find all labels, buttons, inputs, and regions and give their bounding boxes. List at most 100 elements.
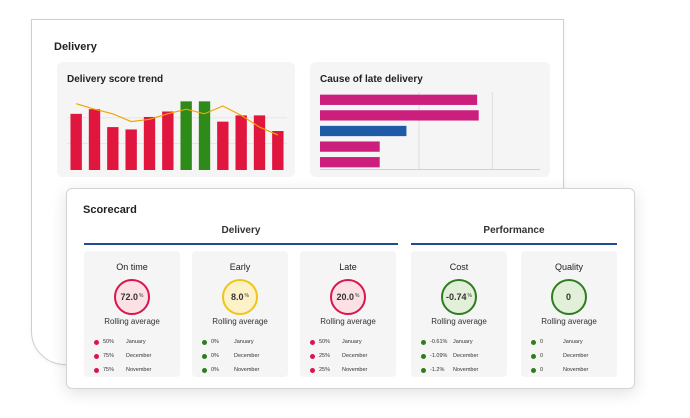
history-row: 0 December: [531, 349, 615, 363]
metric-card-cost[interactable]: Cost -0.74 % Rolling average -0.61% Janu…: [411, 251, 507, 377]
history-value: 75%: [103, 353, 115, 359]
trend-bar[interactable]: [217, 121, 229, 170]
rolling-average-label: Rolling average: [431, 317, 487, 326]
status-dot-icon: [421, 367, 426, 373]
trend-bar[interactable]: [125, 129, 137, 170]
trend-bar[interactable]: [272, 131, 284, 170]
history-value: -1.09%: [430, 353, 448, 359]
history-month: December: [563, 353, 589, 359]
status-dot-icon: [202, 367, 207, 373]
history-row: 0% December: [202, 349, 286, 363]
status-dot-icon: [531, 353, 536, 359]
history-month: December: [126, 353, 152, 359]
trend-bar[interactable]: [107, 127, 119, 170]
metric-history: 50% January 75% December 75% November: [94, 335, 178, 377]
status-dot-icon: [421, 353, 426, 359]
status-dot-icon: [310, 353, 315, 359]
group-label-delivery: Delivery: [221, 225, 261, 236]
history-month: January: [126, 339, 146, 345]
history-row: 0% January: [202, 335, 286, 349]
history-month: January: [342, 339, 362, 345]
history-value: 0: [540, 367, 544, 373]
delivery-score-trend-title: Delivery score trend: [67, 74, 164, 85]
trend-bar[interactable]: [143, 116, 156, 170]
history-row: 75% November: [94, 363, 178, 377]
trend-bar[interactable]: [253, 115, 266, 170]
history-value: 0%: [211, 353, 219, 359]
cause-bar[interactable]: [320, 141, 380, 152]
history-row: 25% December: [310, 349, 394, 363]
rolling-average-label: Rolling average: [320, 317, 376, 326]
delivery-score-trend-chart: [67, 101, 287, 171]
metric-history: 50% January 25% December 25% November: [310, 335, 394, 377]
rolling-average-label: Rolling average: [541, 317, 597, 326]
history-value: 25%: [319, 367, 331, 373]
metric-value-badge: 72.0 %: [114, 279, 150, 315]
history-value: 50%: [103, 339, 115, 345]
cause-of-late-delivery-title: Cause of late delivery: [320, 74, 423, 85]
metric-card-early[interactable]: Early 8.0 % Rolling average 0% January: [192, 251, 288, 377]
status-dot-icon: [531, 367, 536, 373]
metric-label: On time: [116, 262, 148, 272]
scorecard-title: Scorecard: [83, 204, 137, 216]
cause-bar[interactable]: [320, 157, 380, 168]
history-value: 0: [540, 353, 544, 359]
delivery-score-trend-card[interactable]: Delivery score trend: [57, 62, 295, 177]
group-divider-performance: [411, 243, 617, 245]
metric-card-on-time[interactable]: On time 72.0 % Rolling average 50% Janua…: [84, 251, 180, 377]
metric-unit: %: [244, 292, 249, 299]
history-value: 0%: [211, 339, 219, 345]
status-dot-icon: [94, 367, 99, 373]
history-month: November: [234, 367, 260, 373]
history-row: -1.09% December: [421, 349, 505, 363]
metric-unit: %: [139, 292, 144, 299]
history-month: December: [453, 353, 479, 359]
trend-bar[interactable]: [198, 101, 211, 170]
history-row: 0% November: [202, 363, 286, 377]
trend-bar[interactable]: [180, 101, 192, 170]
metric-label: Cost: [449, 262, 469, 272]
cause-bar[interactable]: [320, 110, 479, 121]
trend-bar[interactable]: [235, 115, 247, 170]
metric-card-late[interactable]: Late 20.0 % Rolling average 50% January: [300, 251, 396, 377]
cause-bar[interactable]: [320, 125, 407, 137]
status-dot-icon: [531, 339, 536, 345]
metric-value-badge: 0: [551, 279, 587, 315]
history-month: December: [342, 353, 368, 359]
history-month: December: [234, 353, 260, 359]
history-value: 0%: [211, 367, 219, 373]
status-dot-icon: [310, 339, 315, 345]
history-row: -0.61% January: [421, 335, 505, 349]
trend-bar[interactable]: [162, 111, 174, 171]
cause-of-late-delivery-chart: [320, 92, 540, 170]
metric-history: 0% January 0% December 0% November: [202, 335, 286, 377]
rolling-average-label: Rolling average: [212, 317, 268, 326]
trend-bar[interactable]: [88, 109, 101, 170]
rolling-average-label: Rolling average: [104, 317, 160, 326]
history-month: November: [453, 367, 479, 373]
cause-of-late-delivery-card[interactable]: Cause of late delivery: [310, 62, 550, 177]
delivery-panel-title: Delivery: [54, 41, 97, 53]
history-value: 0: [540, 339, 544, 345]
status-dot-icon: [94, 339, 99, 345]
metric-unit: %: [467, 292, 472, 299]
history-month: November: [563, 367, 589, 373]
history-row: -1.2% November: [421, 363, 505, 377]
history-value: 75%: [103, 367, 115, 373]
history-row: 50% January: [310, 335, 394, 349]
history-value: -0.61%: [430, 339, 448, 345]
history-month: January: [453, 339, 473, 345]
history-row: 50% January: [94, 335, 178, 349]
metric-value-badge: 20.0 %: [330, 279, 366, 315]
trend-bar[interactable]: [70, 113, 82, 170]
metric-card-quality[interactable]: Quality 0 Rolling average 0 January 0: [521, 251, 617, 377]
status-dot-icon: [421, 339, 426, 345]
group-divider-delivery: [84, 243, 398, 245]
metric-label: Late: [339, 262, 357, 272]
history-row: 25% November: [310, 363, 394, 377]
history-row: 0 November: [531, 363, 615, 377]
status-dot-icon: [202, 339, 207, 345]
metric-history: 0 January 0 December 0 November: [531, 335, 615, 377]
metric-value: 8.0: [231, 292, 244, 302]
cause-bar[interactable]: [320, 94, 478, 105]
